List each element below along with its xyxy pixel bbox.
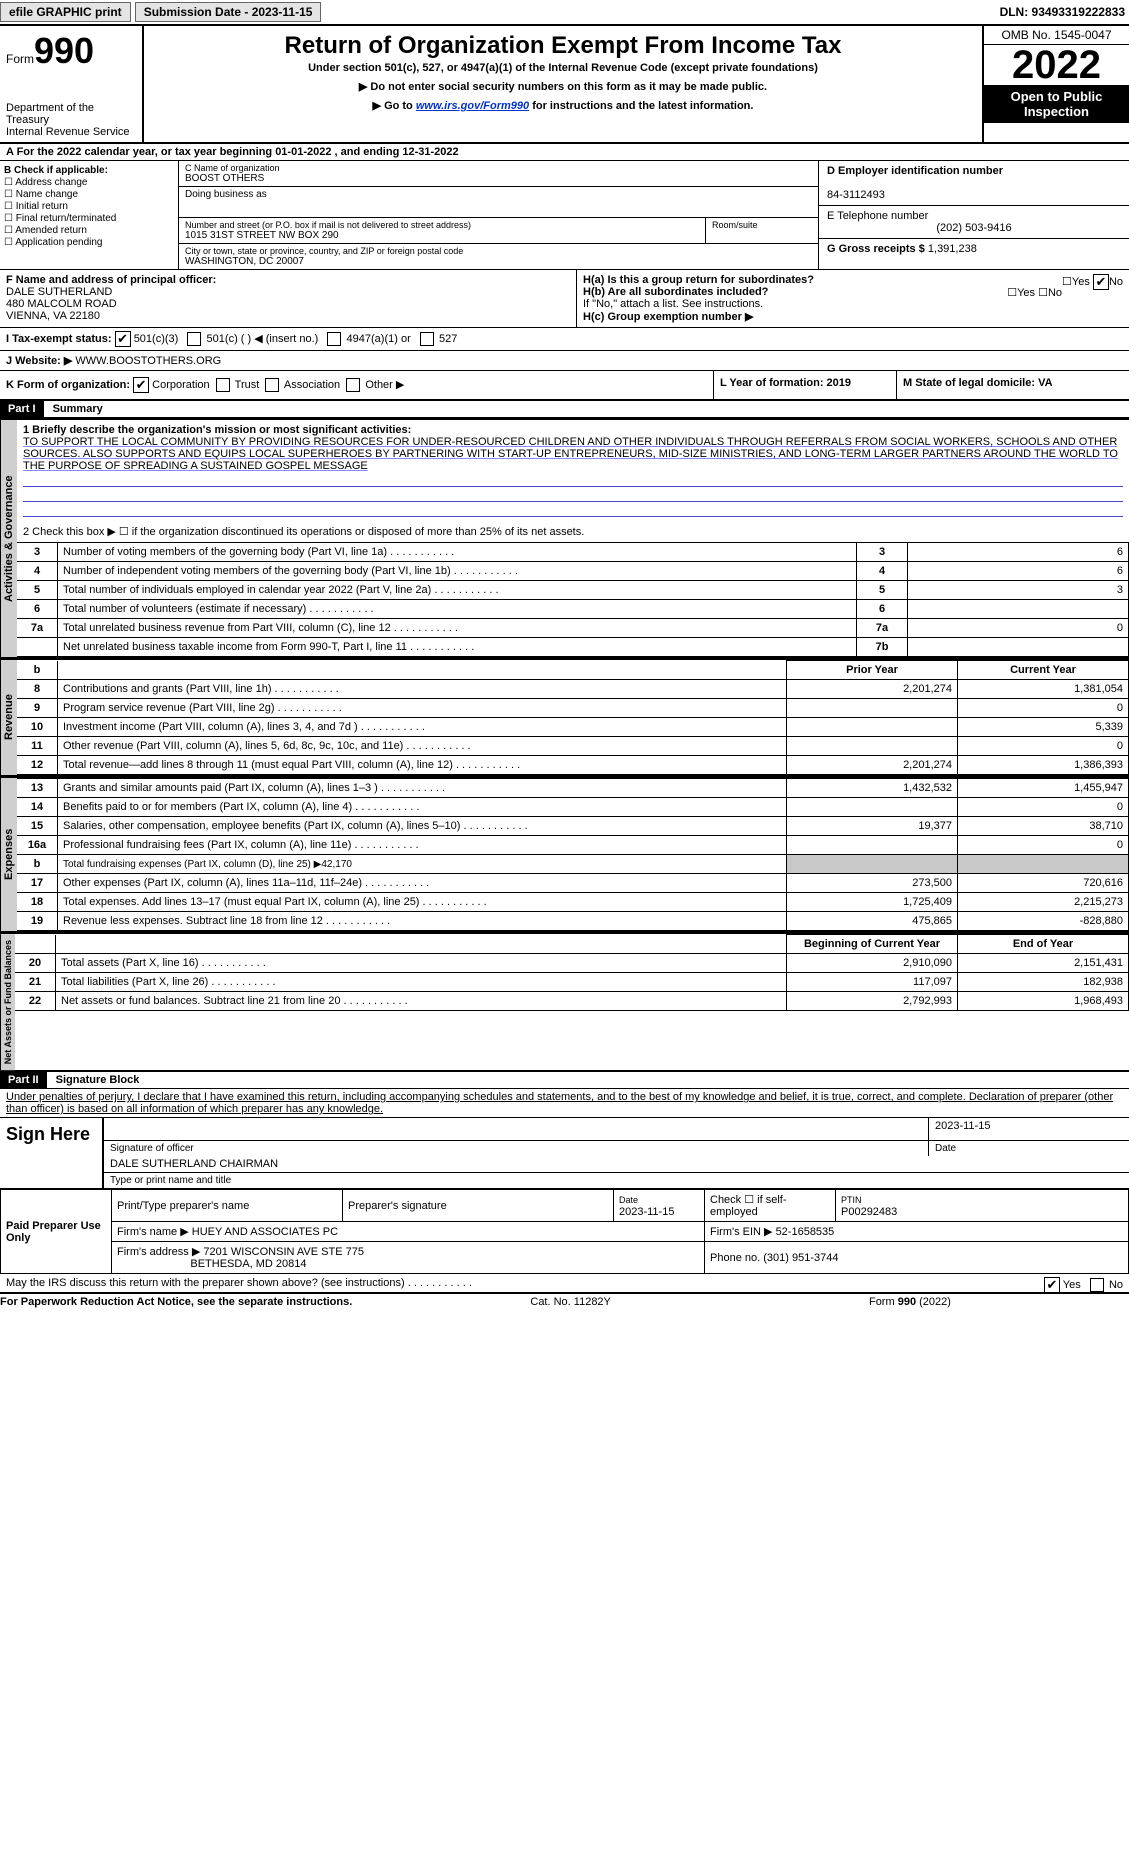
subtitle-2: ▶ Do not enter social security numbers o… (154, 80, 972, 93)
city-state-zip: WASHINGTON, DC 20007 (185, 256, 463, 267)
h-a-no-checkbox[interactable] (1093, 274, 1109, 290)
sign-here-label: Sign Here (0, 1118, 102, 1188)
form-title: Return of Organization Exempt From Incom… (154, 32, 972, 60)
page-footer: For Paperwork Reduction Act Notice, see … (0, 1293, 1129, 1310)
name-change-checkbox[interactable]: ☐ Name change (4, 189, 174, 200)
irs-label: Internal Revenue Service (6, 126, 136, 138)
part-ii-title: Signature Block (50, 1074, 140, 1086)
may-yes-checkbox[interactable] (1044, 1277, 1060, 1293)
dba-box: Doing business as (179, 187, 818, 218)
officer-signature-line[interactable] (104, 1118, 928, 1141)
dept-treasury: Department of the Treasury (6, 102, 136, 126)
amended-return-checkbox[interactable]: ☐ Amended return (4, 225, 174, 236)
subtitle-3: ▶ Go to www.irs.gov/Form990 for instruct… (154, 99, 972, 112)
org-name: BOOST OTHERS (185, 173, 812, 184)
part-ii-header: Part II (0, 1072, 47, 1088)
open-to-public: Open to Public Inspection (984, 85, 1129, 123)
paid-preparer-label: Paid Preparer Use Only (1, 1190, 112, 1274)
revenue-label: Revenue (0, 660, 17, 775)
gross-receipts: G Gross receipts $ 1,391,238 (819, 239, 1129, 259)
form-number: 990 (34, 30, 94, 71)
preparer-table: Paid Preparer Use Only Print/Type prepar… (0, 1189, 1129, 1274)
governance-table: 3Number of voting members of the governi… (17, 542, 1129, 657)
initial-return-checkbox[interactable]: ☐ Initial return (4, 201, 174, 212)
section-k: K Form of organization: Corporation Trus… (0, 371, 713, 399)
may-irs-discuss: May the IRS discuss this return with the… (0, 1274, 1129, 1293)
netassets-label: Net Assets or Fund Balances (0, 934, 15, 1070)
final-return-checkbox[interactable]: ☐ Final return/terminated (4, 213, 174, 224)
street-address: 1015 31ST STREET NW BOX 290 (185, 230, 699, 241)
org-name-box: C Name of organization BOOST OTHERS (179, 161, 818, 187)
corporation-checkbox[interactable] (133, 377, 149, 393)
sign-date: 2023-11-15 (929, 1118, 1129, 1141)
room-suite: Room/suite (706, 218, 818, 243)
phone-box: E Telephone number (202) 503-9416 (819, 206, 1129, 239)
part-i-title: Summary (47, 403, 103, 415)
dln: DLN: 93493319222833 (1000, 5, 1129, 19)
ein-box: D Employer identification number 84-3112… (819, 161, 1129, 206)
section-i: I Tax-exempt status: 501(c)(3) 501(c) ( … (0, 328, 1129, 351)
phone-value: (202) 503-9416 (827, 222, 1121, 234)
topbar: efile GRAPHIC print Submission Date - 20… (0, 0, 1129, 26)
officer-name: DALE SUTHERLAND CHAIRMAN (104, 1156, 1129, 1173)
efile-print-button[interactable]: efile GRAPHIC print (0, 2, 131, 22)
tax-year: 2022 (984, 45, 1129, 85)
section-m: M State of legal domicile: VA (896, 371, 1129, 399)
section-l: L Year of formation: 2019 (713, 371, 896, 399)
form-label: Form (6, 52, 34, 66)
mission-block: 1 Briefly describe the organization's mi… (17, 420, 1129, 521)
section-j: J Website: ▶ WWW.BOOSTOTHERS.ORG (0, 351, 1129, 371)
submission-date-button[interactable]: Submission Date - 2023-11-15 (135, 2, 322, 22)
address-change-checkbox[interactable]: ☐ Address change (4, 177, 174, 188)
section-b: B Check if applicable: ☐ Address change … (0, 161, 179, 269)
form990-link[interactable]: www.irs.gov/Form990 (416, 100, 529, 112)
subtitle-1: Under section 501(c), 527, or 4947(a)(1)… (154, 62, 972, 74)
revenue-table: bPrior YearCurrent Year8Contributions an… (17, 660, 1129, 775)
perjury-statement: Under penalties of perjury, I declare th… (0, 1088, 1129, 1117)
section-h: H(a) Is this a group return for subordin… (577, 270, 1129, 327)
form-header: Form990 Department of the Treasury Inter… (0, 26, 1129, 144)
expenses-table: 13Grants and similar amounts paid (Part … (17, 778, 1129, 931)
may-no-checkbox[interactable] (1090, 1278, 1104, 1292)
governance-label: Activities & Governance (0, 420, 17, 657)
website: WWW.BOOSTOTHERS.ORG (75, 355, 221, 367)
application-pending-checkbox[interactable]: ☐ Application pending (4, 237, 174, 248)
expenses-label: Expenses (0, 778, 17, 931)
part-i-header: Part I (0, 401, 44, 417)
row-a: A For the 2022 calendar year, or tax yea… (0, 144, 1129, 161)
netassets-table: Beginning of Current YearEnd of Year20To… (15, 934, 1129, 1011)
mission-text: TO SUPPORT THE LOCAL COMMUNITY BY PROVID… (23, 436, 1118, 472)
501c3-checkbox[interactable] (115, 331, 131, 347)
section-f: F Name and address of principal officer:… (0, 270, 577, 327)
ein-value: 84-3112493 (827, 189, 885, 201)
line-2: 2 Check this box ▶ ☐ if the organization… (17, 521, 1129, 542)
